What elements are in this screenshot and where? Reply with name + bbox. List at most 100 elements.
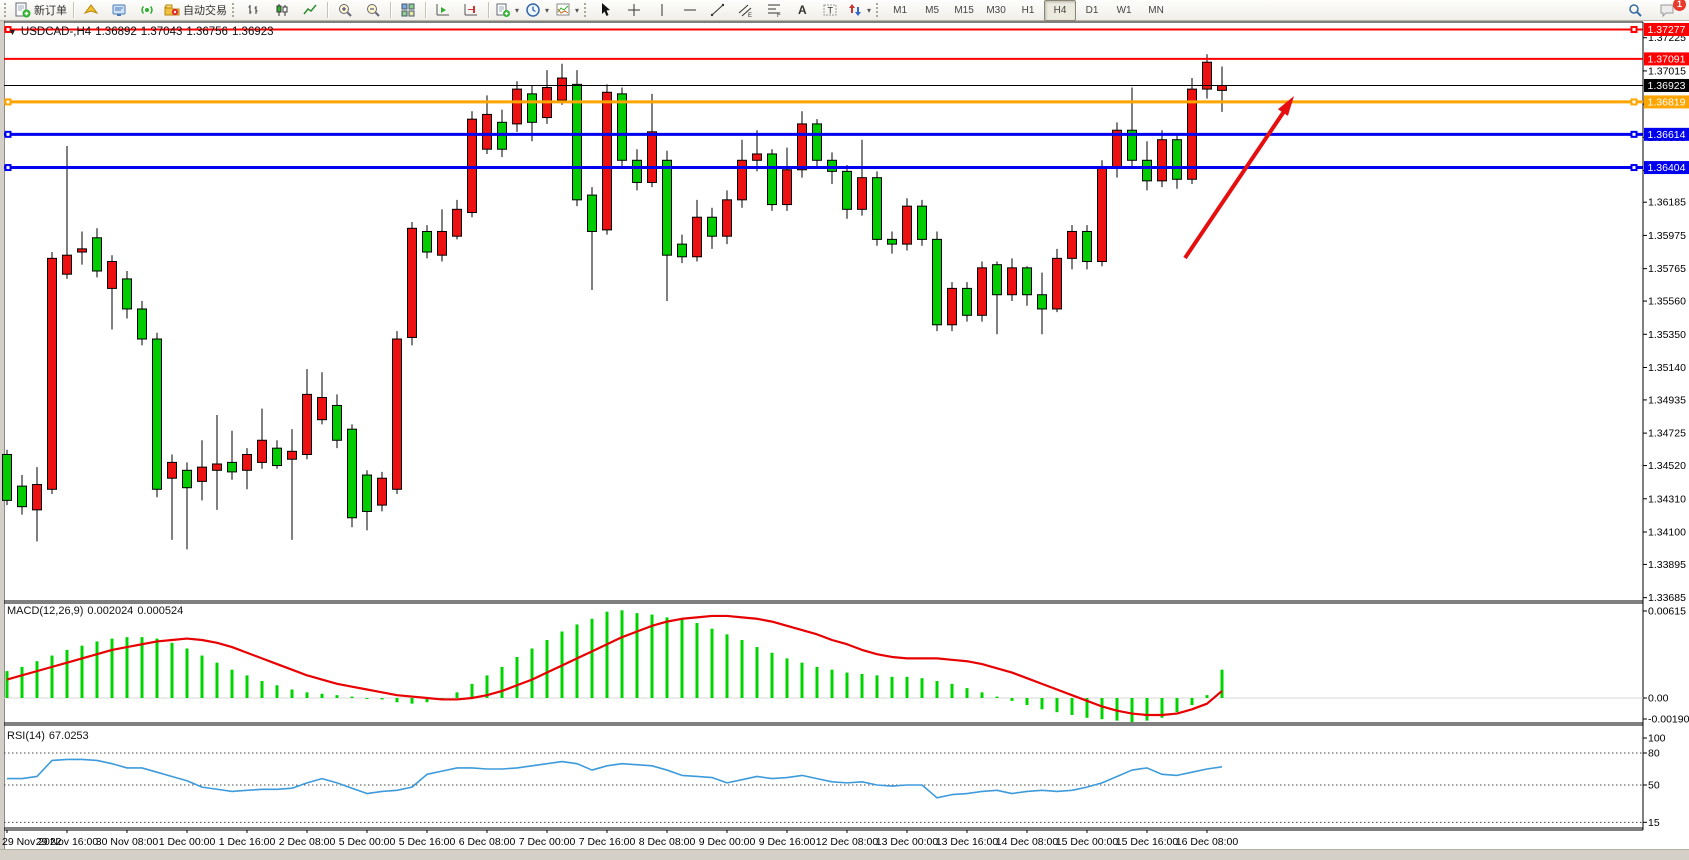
new-chart-dropdown-icon[interactable]: ▾: [515, 5, 520, 15]
channel-tool-button[interactable]: E: [732, 0, 760, 21]
candle: [842, 170, 852, 210]
zoom-in-button[interactable]: [331, 0, 359, 21]
time-axis-label: 29 Nov 16:00: [36, 836, 99, 848]
arrows-tool-dropdown-icon[interactable]: ▾: [867, 5, 872, 15]
channel-tool-icon: E: [738, 4, 752, 18]
toolbar-grip: [584, 3, 588, 17]
candle: [197, 466, 207, 482]
tf-h1-button[interactable]: H1: [1012, 0, 1044, 21]
candle: [1217, 84, 1227, 91]
candle: [32, 484, 42, 511]
macd-histogram-bar: [590, 618, 594, 698]
price-axis-tick-label: 1.35560: [1648, 296, 1686, 308]
crosshair-tool-button[interactable]: [620, 0, 648, 21]
time-axis-label: 9 Dec 16:00: [759, 836, 816, 848]
chart-shift-icon: [464, 4, 477, 16]
tf-mn-label: MN: [1148, 4, 1164, 16]
candle: [362, 474, 372, 512]
periods-dropdown-icon[interactable]: ▾: [545, 5, 550, 15]
price-axis-tick-label: 1.35140: [1648, 362, 1686, 374]
search-button[interactable]: [1621, 0, 1649, 21]
macd-histogram-bar: [575, 624, 579, 698]
candle: [812, 123, 822, 161]
cursor-tool-button[interactable]: [592, 0, 620, 21]
time-axis-label: 6 Dec 08:00: [459, 836, 516, 848]
macd-histogram-bar: [1145, 698, 1149, 721]
rsi-axis-tick-label: 100: [1648, 733, 1666, 745]
time-axis-label: 8 Dec 08:00: [639, 836, 696, 848]
candle: [167, 461, 177, 479]
tf-w1-button[interactable]: W1: [1108, 0, 1140, 21]
auto-trading-label: 自动交易: [183, 5, 227, 17]
macd-histogram-bar: [470, 683, 474, 698]
macd-histogram-bar: [1205, 695, 1209, 698]
macd-histogram-bar: [80, 645, 84, 698]
chart-shift-button[interactable]: [457, 0, 485, 21]
candle: [647, 131, 657, 183]
candle: [1172, 139, 1182, 180]
macd-axis-tick-label: -0.001906: [1648, 714, 1689, 726]
auto-scroll-button[interactable]: [429, 0, 457, 21]
window-bottom-border: [0, 849, 1689, 860]
tf-d1-button[interactable]: D1: [1076, 0, 1108, 21]
candle: [797, 123, 807, 171]
candlestick-chart-button[interactable]: [268, 0, 296, 21]
toolbar-separator: [327, 2, 328, 18]
macd-histogram-bar: [905, 676, 909, 698]
tf-m15-button[interactable]: M15: [948, 0, 980, 21]
candle: [212, 463, 222, 471]
rsi-axis-tick-label: 80: [1648, 747, 1660, 759]
indicators-dropdown-icon[interactable]: ▾: [575, 5, 580, 15]
tf-mn-button[interactable]: MN: [1140, 0, 1172, 21]
new-chart-button[interactable]: ▾: [492, 0, 522, 21]
macd-histogram-bar: [1085, 698, 1089, 718]
tf-m30-button[interactable]: M30: [980, 0, 1012, 21]
candle: [452, 208, 462, 237]
toolbar-grip: [4, 3, 8, 17]
line-chart-button[interactable]: [296, 0, 324, 21]
metaeditor-button[interactable]: [105, 0, 133, 21]
chart-profile-button[interactable]: [77, 0, 105, 21]
tile-windows-button[interactable]: [394, 0, 422, 21]
text-tool-button[interactable]: A: [788, 0, 816, 21]
macd-histogram-bar: [605, 611, 609, 698]
trendline-tool-button[interactable]: [704, 0, 732, 21]
candle: [77, 248, 87, 253]
tf-m1-button[interactable]: M1: [884, 0, 916, 21]
macd-histogram-bar: [1130, 698, 1134, 723]
tf-h4-button[interactable]: H4: [1044, 0, 1077, 21]
macd-histogram-bar: [260, 681, 264, 698]
price-axis-tick-label: 1.35765: [1648, 263, 1686, 275]
vertical-line-tool-button[interactable]: [648, 0, 676, 21]
zoom-out-button[interactable]: [359, 0, 387, 21]
chart-dropdown-icon[interactable]: ▼: [8, 27, 17, 37]
macd-histogram-bar: [1055, 698, 1059, 713]
trend-arrow[interactable]: [1183, 108, 1287, 260]
macd-histogram-bar: [500, 666, 504, 698]
macd-histogram-bar: [860, 673, 864, 698]
chat-button[interactable]: 1: [1653, 0, 1686, 21]
arrows-tool-button[interactable]: ▾: [844, 0, 874, 21]
toolbar-separator: [425, 2, 426, 18]
trend-arrow-head[interactable]: [1277, 96, 1294, 116]
price-axis-tick-label: 1.35350: [1648, 329, 1686, 341]
time-axis-label: 16 Dec 08:00: [1176, 836, 1239, 848]
macd-histogram-bar: [5, 671, 9, 698]
line-chart-icon: [303, 4, 317, 15]
signals-button[interactable]: [133, 0, 161, 21]
time-axis-label: 15 Dec 16:00: [1116, 836, 1179, 848]
macd-histogram-bar: [230, 669, 234, 698]
fibonacci-tool-button[interactable]: F: [760, 0, 788, 21]
periods-button[interactable]: ▾: [522, 0, 552, 21]
macd-histogram-bar: [785, 658, 789, 698]
auto-trading-button[interactable]: 自动交易: [161, 0, 230, 21]
tf-m5-button[interactable]: M5: [916, 0, 948, 21]
macd-histogram-bar: [515, 656, 519, 698]
text-label-tool-button[interactable]: T: [816, 0, 844, 21]
hline-price-tag-bg: [1644, 22, 1689, 36]
horizontal-line-tool-button[interactable]: [676, 0, 704, 21]
indicators-button[interactable]: ▾: [552, 0, 582, 21]
new-order-button[interactable]: 新订单: [12, 0, 70, 21]
bar-chart-button[interactable]: [240, 0, 268, 21]
